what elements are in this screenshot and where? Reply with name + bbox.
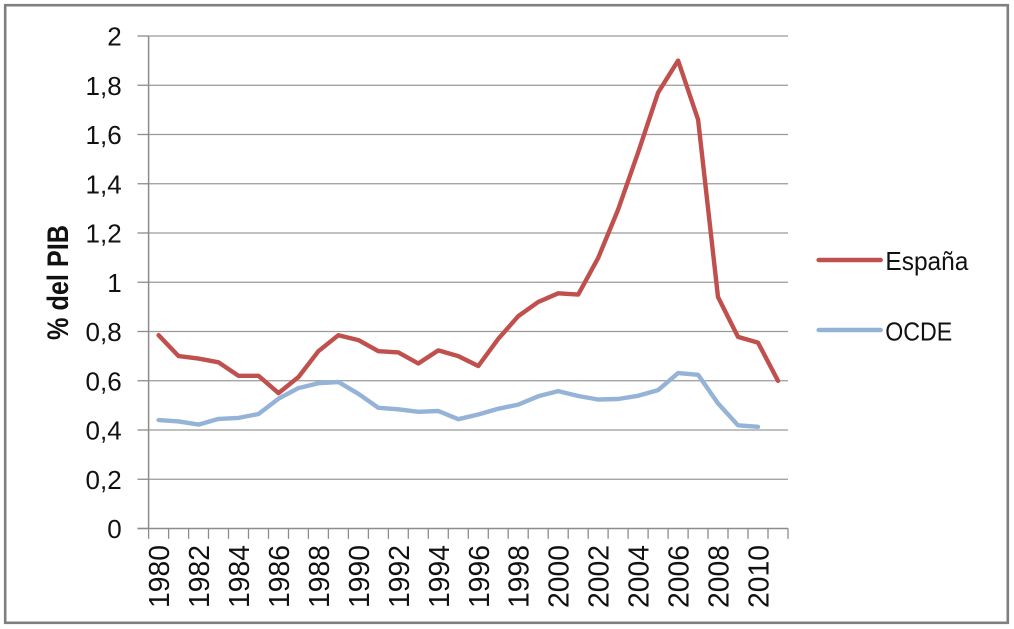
svg-text:1980: 1980 bbox=[144, 545, 176, 608]
svg-text:1992: 1992 bbox=[384, 545, 416, 608]
svg-text:1996: 1996 bbox=[464, 545, 496, 608]
svg-text:2006: 2006 bbox=[664, 545, 696, 608]
svg-text:1982: 1982 bbox=[184, 545, 216, 608]
svg-text:1,8: 1,8 bbox=[86, 71, 122, 101]
svg-text:2000: 2000 bbox=[544, 545, 576, 608]
svg-text:1,2: 1,2 bbox=[86, 219, 122, 249]
svg-text:0: 0 bbox=[107, 514, 121, 544]
svg-text:2010: 2010 bbox=[744, 545, 776, 608]
svg-text:1,6: 1,6 bbox=[86, 120, 122, 150]
svg-text:2004: 2004 bbox=[624, 545, 656, 608]
svg-text:2008: 2008 bbox=[704, 545, 736, 608]
svg-text:1988: 1988 bbox=[304, 545, 336, 608]
svg-text:0,4: 0,4 bbox=[86, 416, 122, 446]
svg-text:España: España bbox=[885, 246, 969, 276]
svg-text:1986: 1986 bbox=[264, 545, 296, 608]
svg-text:0,8: 0,8 bbox=[86, 317, 122, 347]
svg-text:1990: 1990 bbox=[344, 545, 376, 608]
svg-text:% del PIB: % del PIB bbox=[42, 225, 75, 340]
svg-text:0,2: 0,2 bbox=[86, 465, 122, 495]
svg-text:2002: 2002 bbox=[584, 545, 616, 608]
svg-text:1984: 1984 bbox=[224, 545, 256, 608]
svg-text:1998: 1998 bbox=[504, 545, 536, 608]
svg-text:0,6: 0,6 bbox=[86, 366, 122, 396]
svg-text:1: 1 bbox=[107, 268, 121, 298]
svg-text:2: 2 bbox=[107, 22, 121, 52]
svg-text:1,4: 1,4 bbox=[86, 169, 122, 199]
svg-text:OCDE: OCDE bbox=[885, 316, 952, 346]
svg-text:1994: 1994 bbox=[424, 545, 456, 608]
